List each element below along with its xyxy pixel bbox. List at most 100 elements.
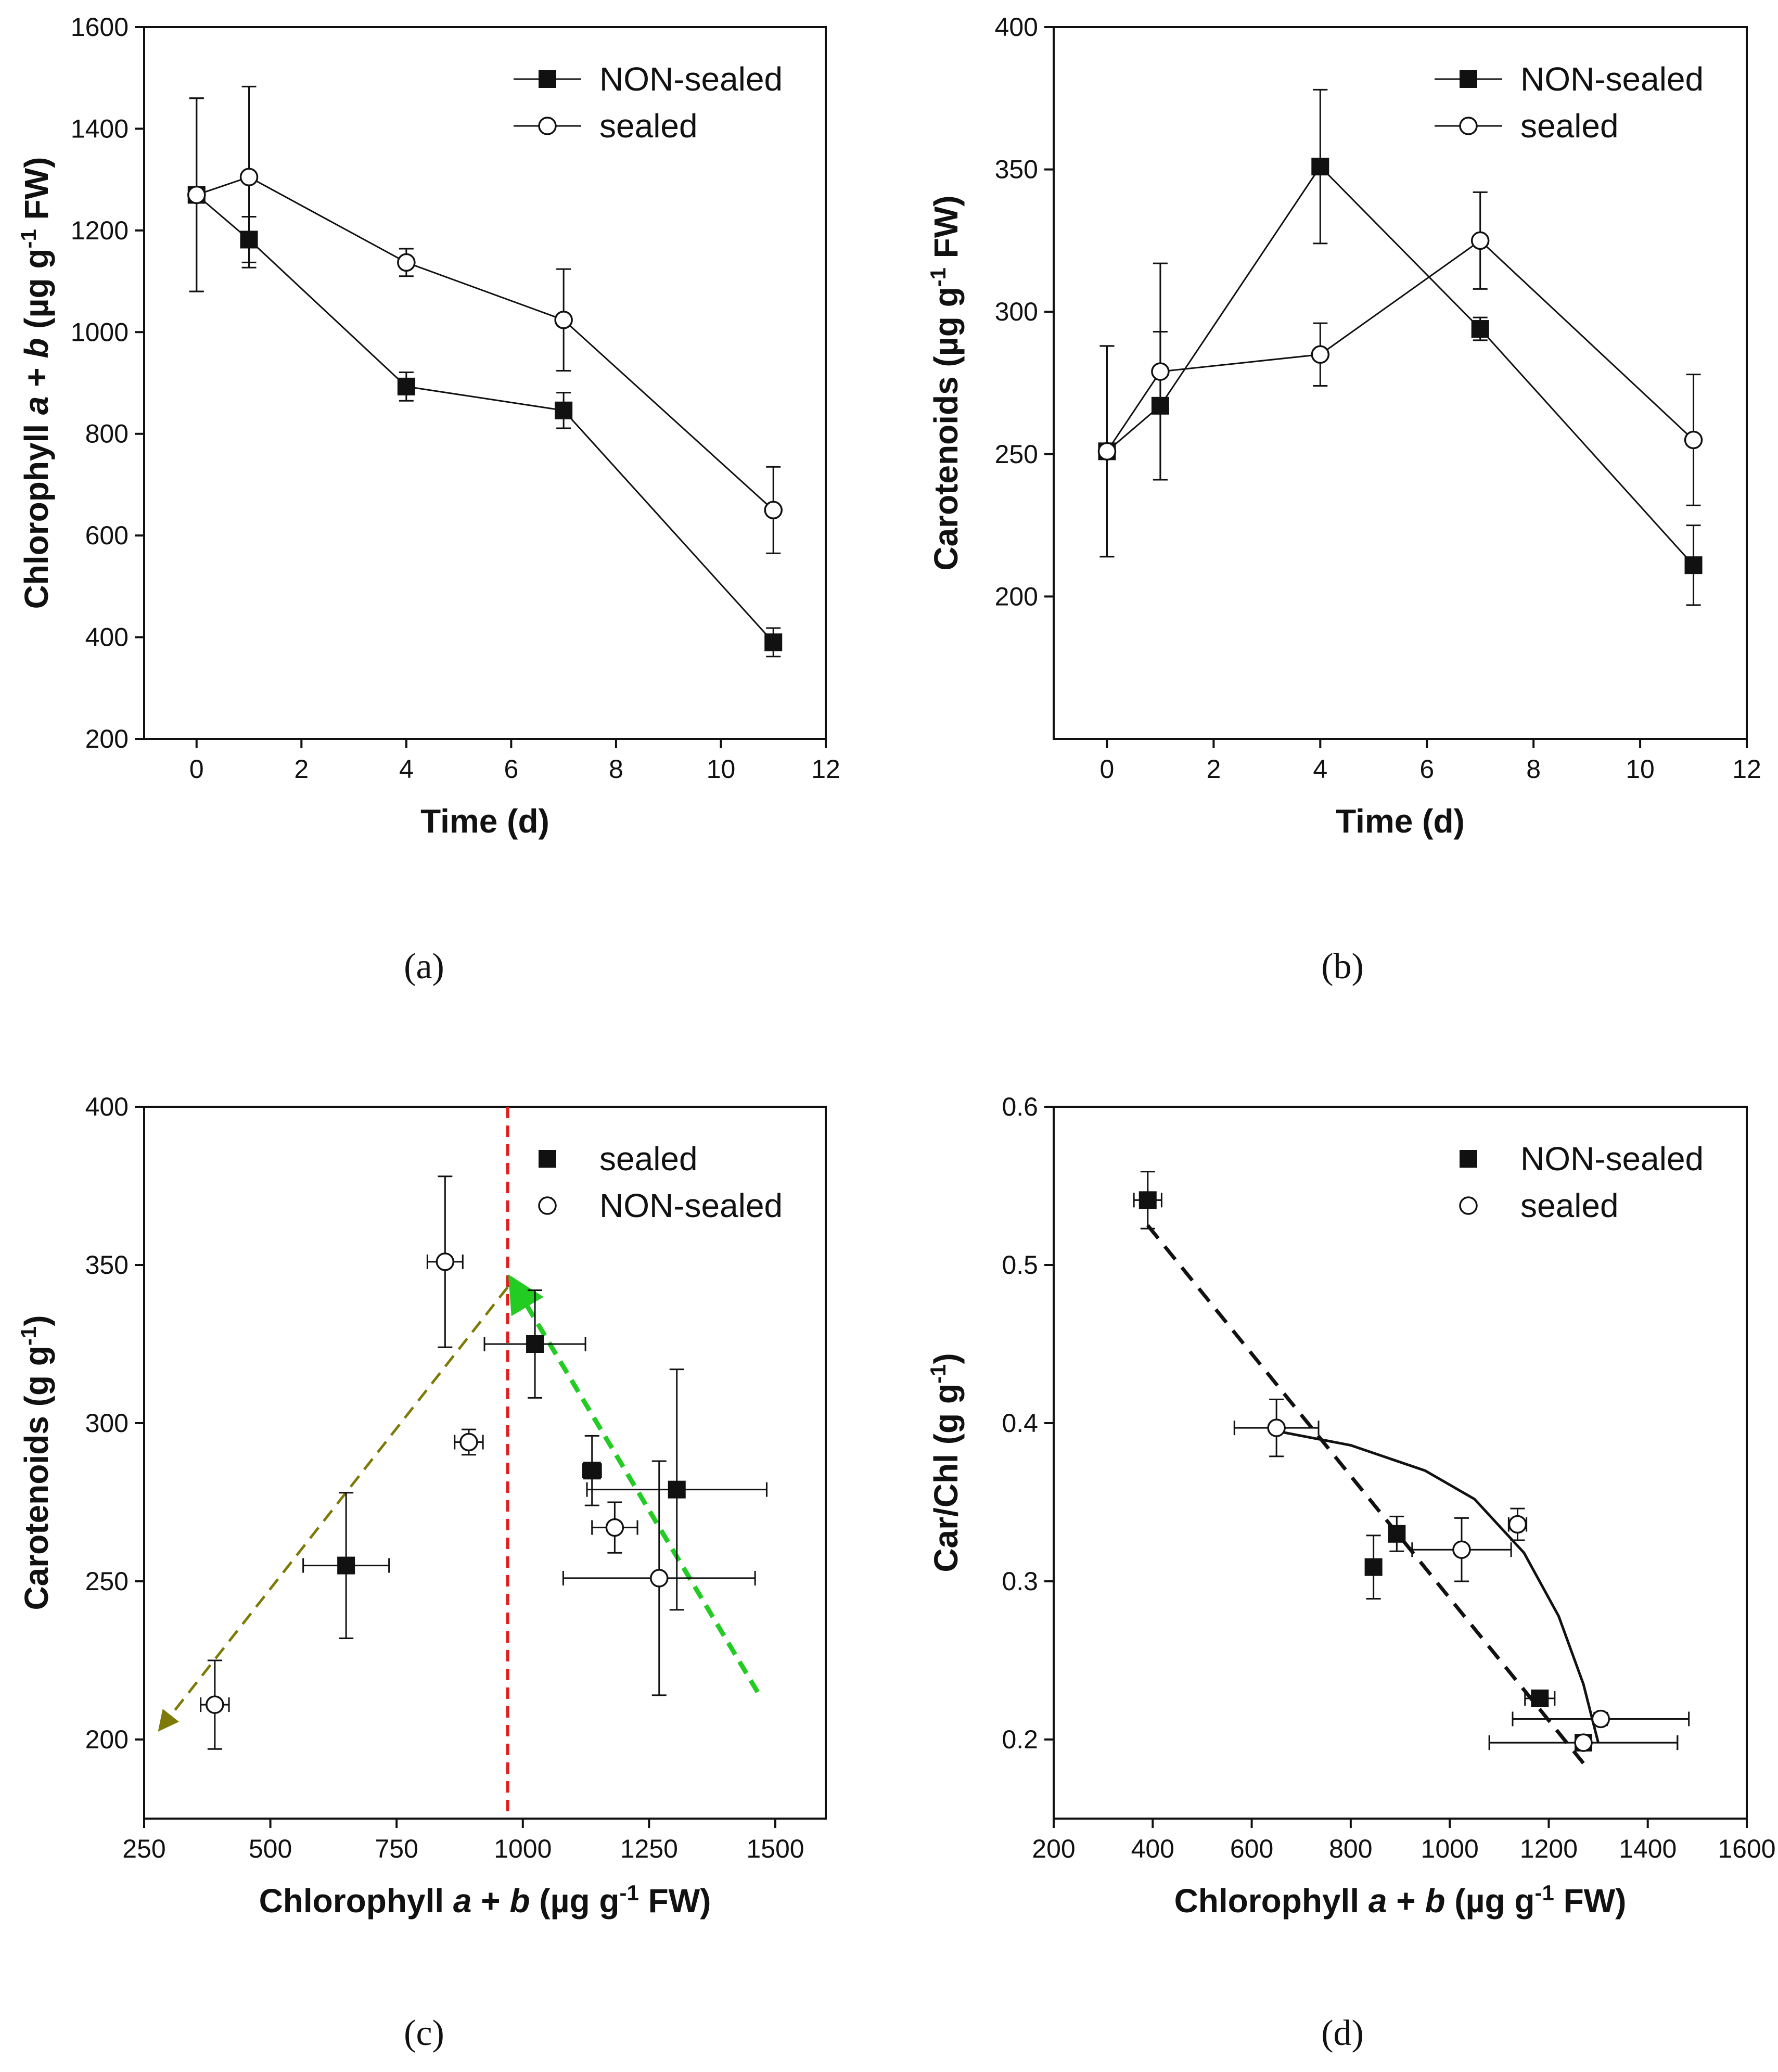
y-axis-label: Chlorophyll a + b (µg g-1 FW) [16,157,56,609]
label-part: FW) [927,195,965,267]
series-sealed [1233,1398,1690,1752]
data-point-square [337,1556,355,1575]
label-part: FW) [1554,1882,1627,1920]
x-axis-label: Time (d) [420,802,549,840]
fit-curve-solid [1276,1429,1600,1743]
x-tick-label: 1000 [1421,1834,1479,1863]
label-part: a [18,397,55,415]
label-part: ) [18,1315,55,1326]
data-point-square [1388,1525,1406,1543]
data-point-square [1460,70,1477,88]
plot-frame [143,1106,827,1820]
label-part: b [509,1882,530,1920]
legend: NON-sealed sealed [514,60,783,145]
label-part: -1 [926,267,950,287]
x-tick-label: 4 [399,754,414,784]
data-point-circle [1452,1540,1471,1559]
y-tick-label: 400 [85,623,129,652]
x-tick-label: 0 [1100,754,1115,784]
y-tick-label: 0.2 [1002,1725,1038,1754]
y-tick-label: 0.4 [1002,1409,1038,1438]
series-sealed [187,85,783,554]
x-tick-label: 8 [609,754,623,784]
data-point-circle [1097,442,1117,461]
label-part: FW) [18,157,55,229]
x-axis-label: Time (d) [1336,802,1465,840]
data-point-square [1139,1191,1157,1209]
label-part: + [1387,1882,1425,1920]
label-part: -1 [926,1364,950,1384]
panel-d-ratio-vs-chlorophyll: 200 400 600 800 1000 1200 1400 1600 0.2 0.3 0.4 0.5… [926,1092,1776,2053]
y-axis-label: Car/Chl (g g-1) [926,1353,965,1572]
legend-label: sealed [1520,107,1619,145]
legend-label: sealed [599,1140,698,1178]
y-tick-label: 200 [85,724,129,753]
x-tick-label: 750 [375,1834,418,1863]
label-part: -1 [16,229,41,248]
panel-c-carotenoids-vs-chlorophyll: 250 500 750 1000 1250 1500 200 250 300 350 400 Chlo… [16,1092,827,2053]
y-tick-label: 200 [995,582,1038,611]
series-non-sealed [200,1175,756,1750]
x-tick-label: 4 [1313,754,1327,784]
y-tick-label: 200 [85,1725,129,1754]
y-tick-label: 1600 [71,12,129,42]
label-part: (µg g [1446,1882,1535,1920]
x-tick-label: 8 [1526,754,1541,784]
x-tick-label: 1400 [1619,1834,1677,1863]
data-point-circle [1151,362,1170,381]
label-part: + [18,359,55,397]
x-tick-label: 10 [707,754,736,784]
label-part: -1 [1534,1881,1554,1905]
data-point-square [583,1462,601,1480]
y-tick-label: 1000 [71,317,129,347]
label-part: Chlorophyll [1174,1882,1368,1920]
x-axis-label: Chlorophyll a + b (µg g-1 FW) [1174,1881,1627,1920]
x-tick-label: 1200 [1520,1834,1578,1863]
x-tick-label: 0 [189,754,204,784]
x-tick-label: 1500 [746,1834,804,1863]
y-tick-label: 250 [995,440,1038,469]
label-part: b [1425,1882,1445,1920]
legend-label: NON-sealed [1520,1140,1704,1178]
data-point-circle [605,1518,624,1537]
legend: sealed NON-sealed [538,1140,783,1224]
label-part: a [453,1882,472,1920]
y-tick-label: 800 [85,419,129,449]
data-point-square [1311,158,1329,176]
data-point-circle [650,1569,669,1588]
x-tick-label: 400 [1131,1834,1174,1863]
label-part: Carotenoids (g g [18,1346,55,1610]
legend-label: sealed [599,107,698,145]
y-tick-label: 0.5 [1002,1250,1038,1280]
label-part: FW) [639,1882,711,1920]
data-point-circle [1459,1196,1478,1215]
legend: NON-sealed sealed [1459,1140,1704,1224]
y-tick-label: 250 [85,1567,129,1596]
y-tick-label: 0.3 [1002,1567,1038,1596]
label-part: Chlorophyll [18,415,55,609]
x-tick-label: 6 [1419,754,1434,784]
y-tick-label: 400 [995,12,1038,42]
plot-frame [143,26,827,740]
label-part: (µg g [530,1882,620,1920]
label-part: Chlorophyll [259,1882,453,1920]
x-tick-label: 1600 [1718,1834,1775,1863]
y-tick-label: 0.6 [1002,1092,1038,1121]
label-part: (µg g [18,249,55,338]
y-axis-label: Carotenoids (g g-1) [16,1315,56,1610]
x-tick-label: 12 [811,754,840,784]
data-point-circle [764,501,783,520]
data-point-circle [1574,1733,1593,1752]
y-tick-label: 1200 [71,216,129,245]
data-point-square [397,377,415,395]
label-part: a [1368,1882,1387,1920]
label-part: ) [927,1353,965,1364]
label-part: -1 [16,1326,41,1346]
x-tick-label: 1000 [494,1834,552,1863]
legend-label: NON-sealed [599,1187,783,1224]
x-tick-label: 500 [249,1834,292,1863]
data-point-circle [1311,345,1330,364]
label-part: -1 [619,1881,638,1905]
x-tick-label: 2 [1206,754,1221,784]
